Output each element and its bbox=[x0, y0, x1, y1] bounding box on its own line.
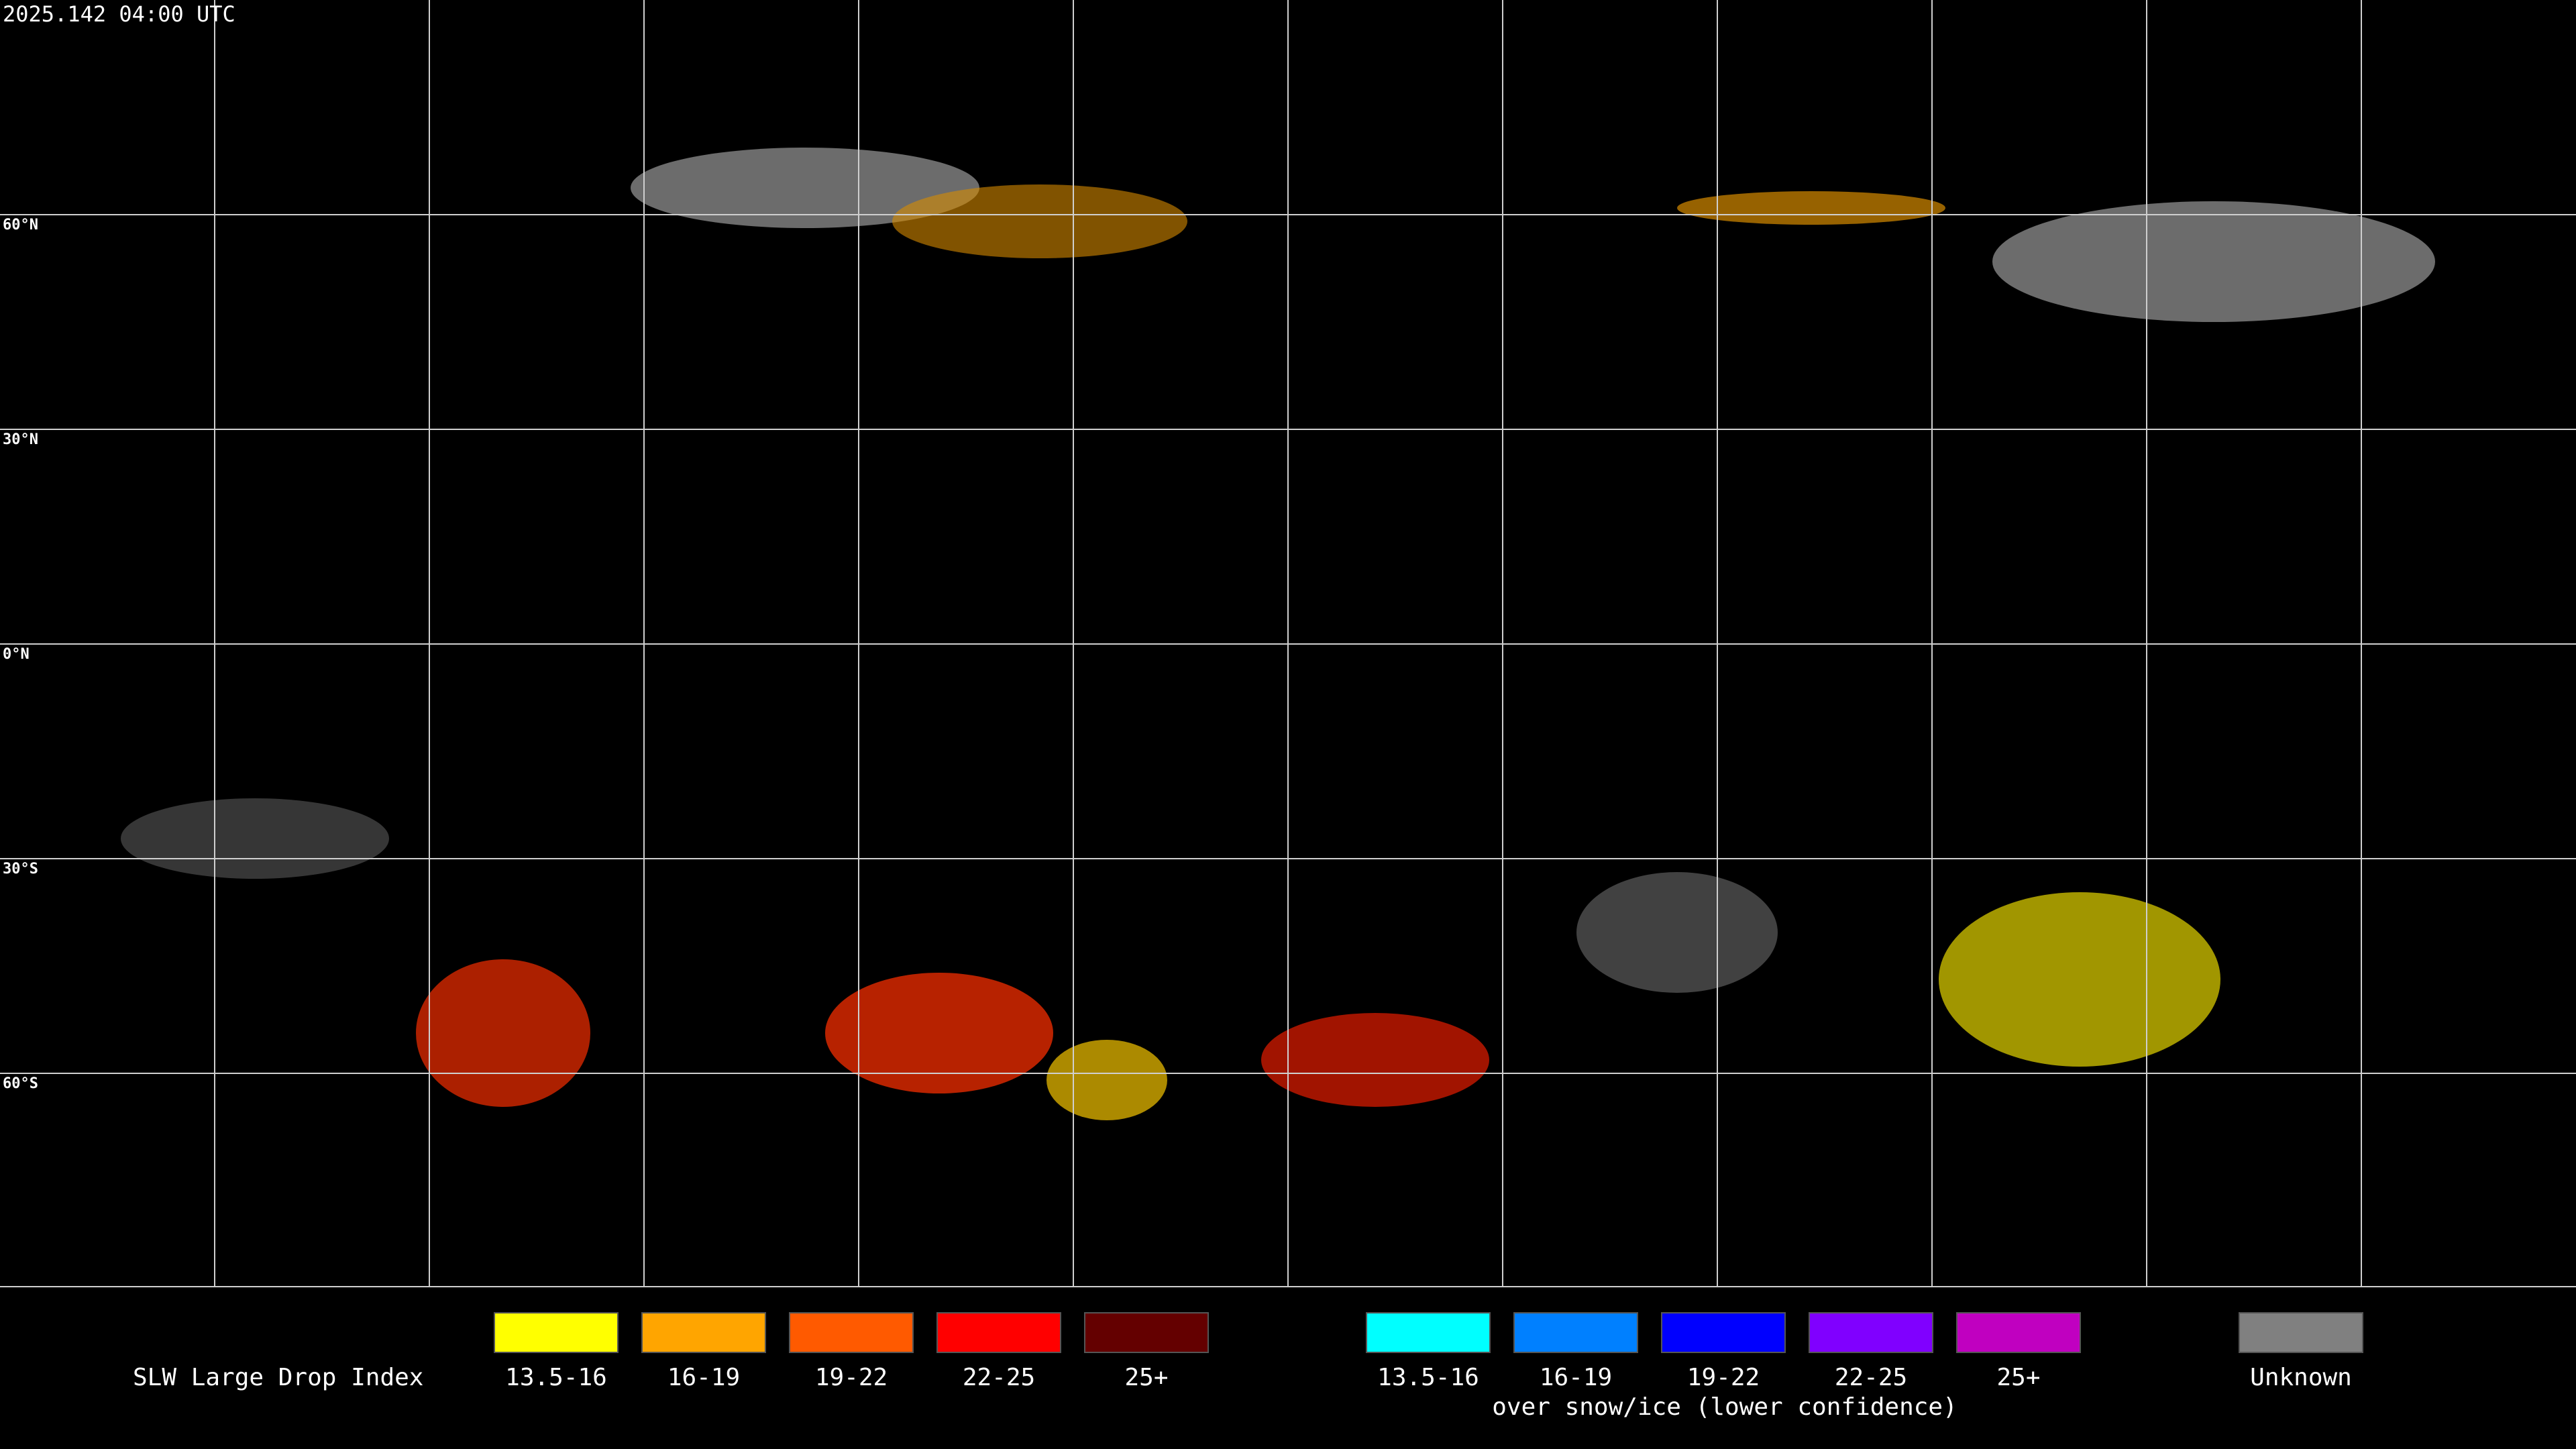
legend: SLW Large Drop Index over snow/ice (lowe… bbox=[133, 1312, 2363, 1421]
legend-label: 25+ bbox=[1996, 1364, 2040, 1391]
legend-swatch bbox=[641, 1312, 766, 1353]
legend-label: 19-22 bbox=[1687, 1364, 1760, 1391]
timestamp: 2025.142 04:00 UTC bbox=[3, 1, 235, 27]
cloud-patch bbox=[631, 148, 979, 228]
latitude-label: 30°S bbox=[3, 861, 38, 877]
cloud-patch bbox=[1992, 201, 2435, 322]
legend-label: 13.5-16 bbox=[1377, 1364, 1479, 1391]
cloud-patch bbox=[1576, 872, 1778, 993]
legend-label: 13.5-16 bbox=[505, 1364, 607, 1391]
legend-label: Unknown bbox=[2250, 1364, 2352, 1391]
latitude-label: 30°N bbox=[3, 431, 38, 448]
cloud-field bbox=[121, 148, 2435, 1120]
legend-swatch bbox=[1366, 1312, 1491, 1353]
legend-swatch bbox=[494, 1312, 619, 1353]
latitude-label: 60°S bbox=[3, 1075, 38, 1092]
legend-label: 16-19 bbox=[667, 1364, 740, 1391]
legend-swatch bbox=[1513, 1312, 1638, 1353]
cloud-patch bbox=[825, 973, 1053, 1093]
latitude-label: 0°N bbox=[3, 646, 30, 663]
legend-swatch bbox=[1956, 1312, 2081, 1353]
cloud-patch bbox=[1677, 191, 1945, 225]
legend-title: SLW Large Drop Index bbox=[133, 1364, 423, 1391]
legend-swatch bbox=[789, 1312, 914, 1353]
cloud-patch bbox=[1046, 1040, 1167, 1120]
legend-swatch bbox=[1661, 1312, 1786, 1353]
cloud-patch bbox=[892, 184, 1187, 258]
legend-swatch bbox=[2239, 1312, 2363, 1353]
legend-label: 19-22 bbox=[815, 1364, 888, 1391]
legend-swatch bbox=[936, 1312, 1061, 1353]
latitude-label: 60°N bbox=[3, 217, 38, 233]
cloud-patch bbox=[1939, 892, 2220, 1067]
cloud-patch bbox=[121, 798, 389, 879]
legend-label: 22-25 bbox=[963, 1364, 1035, 1391]
legend-caption: over snow/ice (lower confidence) bbox=[1492, 1393, 1957, 1421]
legend-swatch bbox=[1809, 1312, 1933, 1353]
legend-label: 25+ bbox=[1124, 1364, 1168, 1391]
graticule: 60°N 30°N 0°N 30°S 60°S bbox=[0, 0, 2576, 1287]
legend-label: 22-25 bbox=[1835, 1364, 1907, 1391]
legend-swatch bbox=[1084, 1312, 1209, 1353]
legend-label: 16-19 bbox=[1540, 1364, 1612, 1391]
cloud-patch bbox=[1261, 1013, 1489, 1107]
cloud-patch bbox=[416, 959, 590, 1107]
